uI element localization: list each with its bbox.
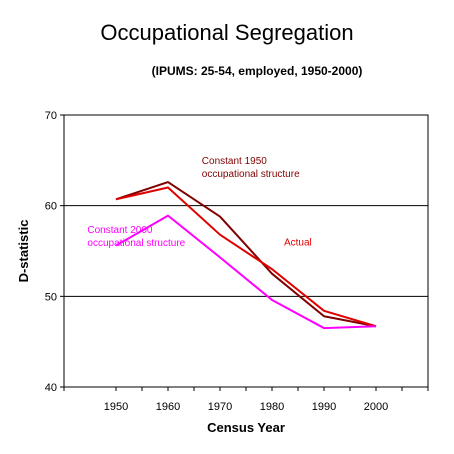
x-tick-label-4: 1990 — [312, 401, 336, 413]
series-line-2 — [115, 214, 377, 330]
chart-title: Occupational Segregation — [100, 20, 354, 45]
annotation-1: Actual — [284, 238, 312, 249]
series-line-1 — [115, 186, 377, 328]
x-tick-label-1: 1960 — [156, 401, 180, 413]
axis-ticks: 40 50 60 70 1950 1960 1970 1980 1990 2000 — [45, 110, 429, 413]
chart-subtitle: (IPUMS: 25-54, employed, 1950-2000) — [151, 64, 363, 78]
x-tick-label-0: 1950 — [104, 401, 128, 413]
y-axis-label: D-statistic — [16, 220, 31, 283]
annotation-2-line-1: occupational structure — [87, 238, 185, 249]
x-tick-label-5: 2000 — [364, 401, 388, 413]
y-tick-label-0: 40 — [45, 382, 57, 394]
x-tick-label-3: 1980 — [260, 401, 284, 413]
gridlines — [64, 205, 428, 297]
annotation-2-line-0: Constant 2000 — [87, 225, 152, 236]
series-line-0 — [115, 181, 377, 328]
series-lines — [115, 181, 377, 330]
y-tick-label-1: 50 — [45, 291, 57, 303]
annotation-1-line-0: Actual — [284, 238, 312, 249]
annotation-0-line-0: Constant 1950 — [202, 156, 267, 167]
annotation-2: Constant 2000 occupational structure — [87, 225, 185, 249]
annotation-0-line-1: occupational structure — [202, 169, 300, 180]
y-tick-label-3: 70 — [45, 110, 57, 122]
annotations: Constant 1950 occupational structure Actua… — [87, 156, 311, 249]
y-tick-label-2: 60 — [45, 201, 57, 213]
x-axis-label: Census Year — [207, 420, 285, 435]
annotation-0: Constant 1950 occupational structure — [202, 156, 300, 180]
x-tick-label-2: 1970 — [208, 401, 232, 413]
